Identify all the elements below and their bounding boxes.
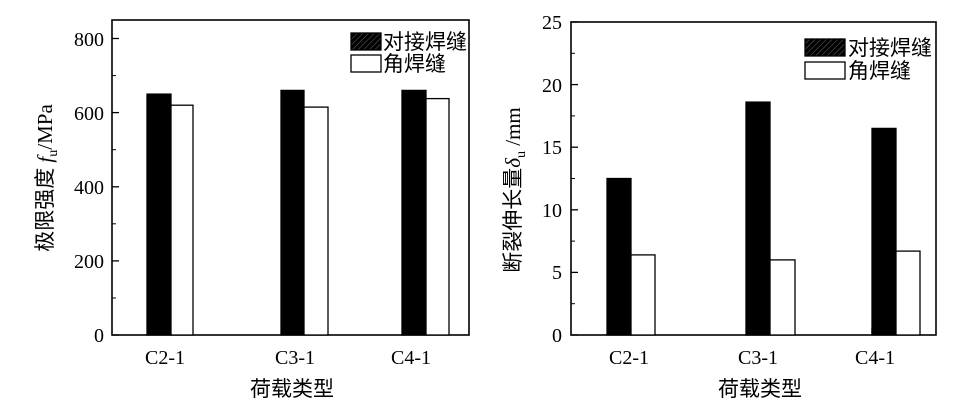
bar-fillet-weld-C2-1 xyxy=(630,254,656,336)
legend: 对接焊缝 角焊缝 xyxy=(350,30,467,76)
y-axis-title-symbol: δ xyxy=(501,157,525,168)
bars xyxy=(146,89,450,336)
y-axis-title: 断裂伸长量δu /mm xyxy=(501,107,529,273)
x-tick-label: C2-1 xyxy=(609,347,649,369)
bar-butt-weld-C4-1 xyxy=(871,127,897,336)
x-axis-title: 荷载类型 xyxy=(718,377,802,401)
y-axis: 0 200 400 600 800 xyxy=(74,29,119,347)
y-axis-title-symbol: f xyxy=(33,154,57,163)
bar-fillet-weld-C3-1 xyxy=(303,106,329,336)
y-tick-label: 25 xyxy=(542,12,562,34)
bar-butt-weld-C4-1 xyxy=(401,89,427,336)
y-tick-label: 200 xyxy=(74,251,104,273)
y-tick-label: 5 xyxy=(552,262,562,284)
y-axis-title-unit: /mm xyxy=(501,107,525,151)
legend-label-butt-weld: 对接焊缝 xyxy=(848,36,932,60)
y-tick-label: 0 xyxy=(94,325,104,347)
x-axis: C2-1 C3-1 C4-1 荷载类型 xyxy=(145,328,431,401)
legend: 对接焊缝 角焊缝 xyxy=(804,36,932,83)
legend-label-fillet-weld: 角焊缝 xyxy=(848,59,911,83)
bars xyxy=(606,101,921,336)
left-chart: 0 200 400 600 800 C2-1 C3-1 C4-1 荷载类型 极限… xyxy=(33,19,470,401)
y-axis: 0 5 10 15 20 25 xyxy=(542,12,578,347)
y-tick-label: 800 xyxy=(74,29,104,51)
y-axis-title-subscript: u xyxy=(46,150,61,157)
x-axis: C2-1 C3-1 C4-1 荷载类型 xyxy=(609,328,895,401)
legend-swatch-fillet-weld xyxy=(804,61,846,80)
right-chart: 0 5 10 15 20 25 C2-1 C3-1 C4-1 荷载类型 断裂伸长… xyxy=(501,12,937,401)
bar-fillet-weld-C4-1 xyxy=(425,97,450,336)
bar-butt-weld-C3-1 xyxy=(745,101,771,336)
y-axis-title-unit: /MPa xyxy=(33,104,57,150)
bar-butt-weld-C3-1 xyxy=(280,89,305,336)
bar-fillet-weld-C2-1 xyxy=(170,104,194,336)
x-tick-label: C4-1 xyxy=(855,347,895,369)
bar-butt-weld-C2-1 xyxy=(146,93,172,336)
x-axis-title: 荷载类型 xyxy=(250,377,334,401)
legend-swatch-butt-weld xyxy=(350,32,382,51)
x-tick-label: C3-1 xyxy=(738,347,778,369)
y-tick-label: 10 xyxy=(542,200,562,222)
x-tick-label: C2-1 xyxy=(145,347,185,369)
x-tick-label: C3-1 xyxy=(275,347,315,369)
y-axis-title-main: 断裂伸长量 xyxy=(501,168,525,273)
bar-fillet-weld-C4-1 xyxy=(895,250,921,336)
y-tick-label: 400 xyxy=(74,177,104,199)
legend-swatch-butt-weld xyxy=(804,38,846,57)
legend-label-fillet-weld: 角焊缝 xyxy=(383,52,446,76)
legend-label-butt-weld: 对接焊缝 xyxy=(383,30,467,54)
bar-fillet-weld-C3-1 xyxy=(769,259,796,336)
x-tick-label: C4-1 xyxy=(391,347,431,369)
y-axis-title: 极限强度 fu/MPa xyxy=(33,104,61,252)
legend-swatch-fillet-weld xyxy=(350,54,382,73)
y-tick-label: 20 xyxy=(542,75,562,97)
y-tick-label: 15 xyxy=(542,137,562,159)
bar-butt-weld-C2-1 xyxy=(606,177,632,336)
y-tick-label: 0 xyxy=(552,325,562,347)
y-tick-label: 600 xyxy=(74,103,104,125)
y-axis-title-subscript: u xyxy=(514,151,529,158)
y-axis-title-main: 极限强度 xyxy=(33,163,57,252)
